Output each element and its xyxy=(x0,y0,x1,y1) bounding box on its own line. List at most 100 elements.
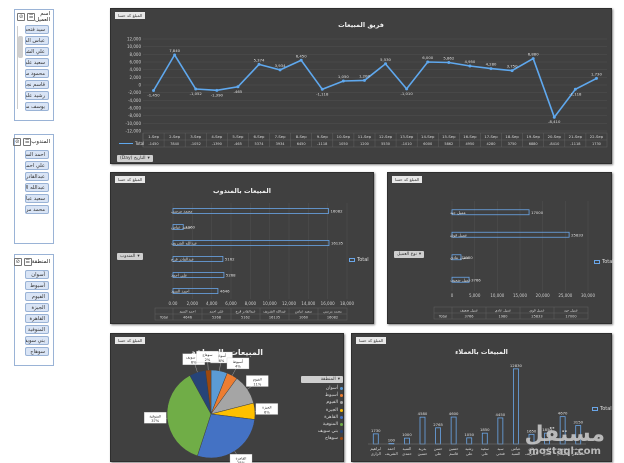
bar xyxy=(451,209,530,216)
data-label: 6,880 xyxy=(528,52,539,57)
slicer-item[interactable]: الفيوم xyxy=(25,292,49,301)
slicer-title: المنطقة xyxy=(31,259,50,265)
slicer-item[interactable]: القاهرة xyxy=(25,314,49,323)
x-tick-label: 20-Sep xyxy=(548,134,562,139)
slicer-item[interactable]: يوسف مصطفي xyxy=(25,102,49,111)
table-value: -1010 xyxy=(402,142,412,146)
slicer-item[interactable]: محمود سليمان xyxy=(25,69,49,78)
category-label: علي xyxy=(435,451,442,456)
chart-sales-by-customer-type[interactable]: المبلغ كد حسا 0 5,000 10,000 15,000 20,000 25… xyxy=(387,172,614,324)
table-header: عبدالله الشريف xyxy=(263,310,286,314)
data-label: 1050 xyxy=(464,432,474,437)
slicer-scrollbar[interactable] xyxy=(17,26,23,109)
data-point xyxy=(489,67,493,71)
data-label: 37% xyxy=(151,419,160,423)
y-tick-label: -4,000 xyxy=(128,98,141,103)
category-label: أسيوط xyxy=(233,359,243,364)
bar xyxy=(435,427,441,445)
line-chart-svg: 12,000 10,000 8,000 6,000 4,000 2,000 0 -2,000 -… xyxy=(119,37,608,148)
table-header: احمد السيد xyxy=(179,310,195,314)
table-value: 3934 xyxy=(276,142,286,146)
multi-select-icon[interactable]: ☰ xyxy=(23,138,32,146)
date-filter-button[interactable]: ▾ التاريخ (Day) xyxy=(117,155,153,162)
table-header: علي احمد xyxy=(209,310,223,314)
slicer-delegate[interactable]: المندوب ☰ ⊘ احمد السيد علي احمد عبدالقادر … xyxy=(13,134,54,244)
data-point xyxy=(573,87,577,91)
legend-swatch xyxy=(340,430,343,434)
chart-sales-by-delegate[interactable]: المبلغ كد حسا المبيعات بالمندوب 0.00 2,00… xyxy=(110,172,374,324)
category-label: حسن xyxy=(434,446,443,451)
data-point xyxy=(447,61,451,65)
chart-sales-by-customer[interactable]: المبلغ كد حسا المبيعات بالعملاء 1730 ابرا… xyxy=(351,333,612,462)
legend-label: أسيوط xyxy=(324,393,338,399)
data-point xyxy=(278,68,282,72)
category-label: عميل جيد xyxy=(450,210,466,215)
slicer-region[interactable]: المنطقة ☰ ⊘ أسوان أسيوط الفيوم الجيزة القاهر… xyxy=(13,254,54,366)
slicer-item[interactable]: علي احمد xyxy=(25,161,49,170)
filter-dropdown-icon: ▾ xyxy=(418,252,422,257)
slicer-item[interactable]: محمد مرسي xyxy=(25,205,49,214)
chart-sales-team-line[interactable]: المبلغ كد حسا فريق المبيعات 12,000 10,000… xyxy=(110,8,612,164)
delegate-filter-button[interactable]: ▾ المندوب xyxy=(117,253,143,260)
data-label: -465 xyxy=(234,89,243,94)
clear-filter-icon[interactable]: ⊘ xyxy=(13,258,22,266)
data-point xyxy=(531,57,535,61)
slicer-item[interactable]: سعيد عباس xyxy=(25,194,49,203)
y-tick-label: -6,000 xyxy=(128,106,141,111)
y-tick-label: 12,000 xyxy=(127,37,141,42)
x-tick-label: 20,000 xyxy=(536,293,550,298)
slicer-item[interactable]: بني سويف xyxy=(25,336,49,345)
slicer-item[interactable]: عباس السيد xyxy=(25,36,49,45)
chart-sales-by-region[interactable]: المبلغ كد حسا المبيعات بالمنطقة أسوان6%أ… xyxy=(110,333,344,463)
category-label: يوسف xyxy=(573,446,583,451)
pie-slice xyxy=(205,369,212,415)
category-label: القاهرة xyxy=(236,456,247,460)
slicer-item[interactable]: قاسم نجدي xyxy=(25,80,49,89)
category-label: الزاري xyxy=(371,451,381,456)
category-label: السيد xyxy=(512,451,521,456)
slicer-employee[interactable]: اسم العميل ☰ ⊘ سيد فتحي عباس السيد علي الش… xyxy=(14,9,54,121)
slicer-item[interactable]: سعيد علي xyxy=(25,58,49,67)
y-tick-label: 10,000 xyxy=(127,44,141,49)
slicer-item[interactable]: أسيوط xyxy=(25,281,49,290)
category-label: بدرية xyxy=(419,446,427,451)
slicer-item[interactable]: أسوان xyxy=(25,270,49,279)
slicer-item[interactable]: رشيد علي xyxy=(25,91,49,100)
filter-dropdown-icon: ▾ xyxy=(137,254,140,259)
slicer-item[interactable]: سوهاج xyxy=(25,347,49,356)
data-point xyxy=(215,88,219,92)
table-value: 25833 xyxy=(531,315,542,319)
slicer-item[interactable]: المنوفية xyxy=(25,325,49,334)
table-value: 16082 xyxy=(327,316,338,320)
legend-item: الفيوم xyxy=(301,400,343,405)
data-point xyxy=(468,64,472,68)
bar xyxy=(451,254,462,261)
slicer-item[interactable]: سيد فتحي xyxy=(25,25,49,34)
slicer-item[interactable]: علي الشريف xyxy=(25,47,49,56)
data-label: 5162 xyxy=(225,257,235,262)
scrollbar-thumb[interactable] xyxy=(18,36,23,58)
slicer-item[interactable]: الجيزة xyxy=(25,303,49,312)
category-label: قاسم xyxy=(449,451,458,456)
customer-type-bar-svg: 0 5,000 10,000 15,000 20,000 25,000 30,000 عميل… xyxy=(433,201,595,320)
slicer-item[interactable]: عبدالله الشريف xyxy=(25,183,49,192)
table-value: 5268 xyxy=(212,316,221,320)
category-label: نجدي xyxy=(543,451,551,456)
slicer-item[interactable]: احمد السيد xyxy=(25,150,49,159)
category-label: حسين xyxy=(418,451,428,456)
region-filter-button[interactable]: ▾ المنطقة xyxy=(301,376,343,383)
legend-item: المنوفية xyxy=(301,422,343,427)
clear-filter-icon[interactable]: ⊘ xyxy=(17,13,26,21)
slicer-items: احمد السيد علي احمد عبدالقادر فرج عبدالله ا… xyxy=(15,149,53,214)
legend-item: الجيزة xyxy=(301,408,343,413)
clear-filter-icon[interactable]: ⊘ xyxy=(13,138,22,146)
multi-select-icon[interactable]: ☰ xyxy=(27,13,36,21)
data-label: 1650 xyxy=(527,428,537,433)
category-label: سوهاج xyxy=(202,353,212,357)
data-label: 1980 xyxy=(463,255,473,260)
customer-type-filter-button[interactable]: ▾ نوع العميل xyxy=(394,251,425,258)
slicer-title: المندوب xyxy=(31,139,50,145)
table-value: -8410 xyxy=(549,142,559,146)
slicer-item[interactable]: عبدالقادر فرج xyxy=(25,172,49,181)
multi-select-icon[interactable]: ☰ xyxy=(23,258,32,266)
